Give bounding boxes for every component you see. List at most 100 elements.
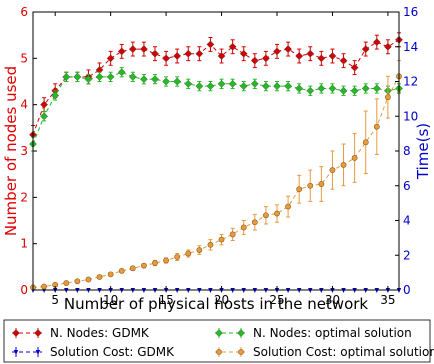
data-point (173, 77, 182, 86)
data-point (129, 265, 136, 272)
data-point (84, 75, 93, 84)
legend-item: Solution Cost: optimal solution (215, 345, 434, 359)
data-point (339, 56, 348, 65)
y-left-axis-title: Number of nodes used (2, 66, 20, 236)
legend-marker (12, 329, 20, 337)
series-line (32, 39, 400, 135)
data-point (96, 274, 103, 280)
y-left-tick-label: 3 (20, 144, 28, 158)
data-point (372, 84, 381, 93)
data-point (239, 49, 248, 58)
data-point (40, 100, 49, 109)
data-point (95, 72, 104, 81)
data-point (128, 72, 137, 81)
data-point (40, 112, 49, 121)
data-point (85, 276, 92, 283)
data-point (261, 54, 270, 63)
legend-items: N. Nodes: GDMK N. Nodes: optimal solution… (12, 326, 434, 359)
data-point (195, 49, 204, 58)
legend-item: N. Nodes: optimal solution (215, 326, 412, 340)
y-left-tick-label: 2 (20, 190, 28, 204)
data-point (317, 54, 326, 63)
data-point (273, 47, 281, 56)
data-point (117, 47, 126, 56)
data-point (128, 45, 137, 54)
y-right-tick-label: 0 (403, 283, 411, 297)
data-point (339, 86, 348, 95)
data-point (273, 82, 281, 91)
legend-box (3, 319, 431, 363)
data-point (206, 40, 215, 49)
y-right-tick-label: 6 (403, 179, 411, 193)
data-point (362, 139, 369, 146)
data-point (385, 94, 391, 101)
legend-item: N. Nodes: GDMK (12, 326, 150, 340)
data-point (151, 49, 159, 58)
data-point (240, 224, 247, 231)
y-right-tick-label: 14 (403, 40, 418, 54)
data-point (263, 212, 269, 219)
data-point (184, 79, 193, 88)
data-point (229, 231, 236, 238)
data-point (162, 77, 171, 86)
series-0 (29, 32, 403, 145)
data-point (350, 63, 359, 72)
data-point (62, 72, 71, 81)
data-point (361, 84, 370, 93)
data-point (317, 84, 326, 93)
legend-item: Solution Cost: GDMK (12, 345, 175, 359)
x-axis-title: Number of physical hosts in the network (64, 295, 369, 313)
data-point (74, 278, 81, 285)
series-line (32, 71, 400, 145)
data-point (285, 203, 291, 210)
legend-label: Solution Cost: GDMK (50, 345, 175, 359)
data-point (295, 84, 304, 93)
y-right-tick-label: 16 (403, 5, 418, 19)
data-point (173, 52, 182, 60)
legend-label: N. Nodes: GDMK (50, 326, 150, 340)
y-left-tick-label: 6 (20, 5, 28, 19)
data-point (139, 75, 148, 84)
data-point (185, 250, 192, 257)
y-right-tick-label: 4 (403, 214, 411, 228)
series-layer (29, 32, 403, 293)
data-point (250, 79, 259, 88)
data-point (174, 254, 181, 260)
y-right-axis-title: Time(s) (414, 123, 432, 180)
data-point (361, 45, 370, 54)
data-point (328, 52, 337, 60)
data-point (383, 42, 392, 51)
legend-marker (216, 349, 222, 355)
data-point (228, 79, 237, 88)
legend-marker (13, 350, 19, 355)
legend-marker (34, 329, 42, 337)
series-line (32, 76, 400, 288)
legend-marker (238, 349, 244, 355)
data-point (107, 271, 114, 278)
data-point (106, 72, 115, 81)
data-point (218, 236, 225, 243)
series-3 (30, 60, 402, 291)
legend: N. Nodes: GDMK N. Nodes: optimal solution… (3, 319, 434, 363)
data-point (41, 283, 47, 290)
data-point (372, 38, 381, 47)
data-point (117, 68, 126, 77)
data-point (307, 182, 314, 189)
data-point (373, 123, 380, 130)
data-point (73, 72, 82, 81)
y-right-tick-label: 2 (403, 248, 411, 262)
data-point (217, 79, 226, 88)
data-point (261, 82, 270, 91)
data-point (196, 247, 203, 253)
legend-marker (215, 329, 223, 337)
data-point (217, 52, 226, 60)
legend-marker (35, 350, 41, 355)
data-point (351, 155, 358, 161)
data-point (296, 186, 303, 193)
data-point (340, 161, 347, 168)
x-tick-label: 10 (103, 293, 118, 307)
data-point (318, 181, 325, 187)
data-point (328, 84, 337, 93)
data-point (239, 82, 248, 91)
